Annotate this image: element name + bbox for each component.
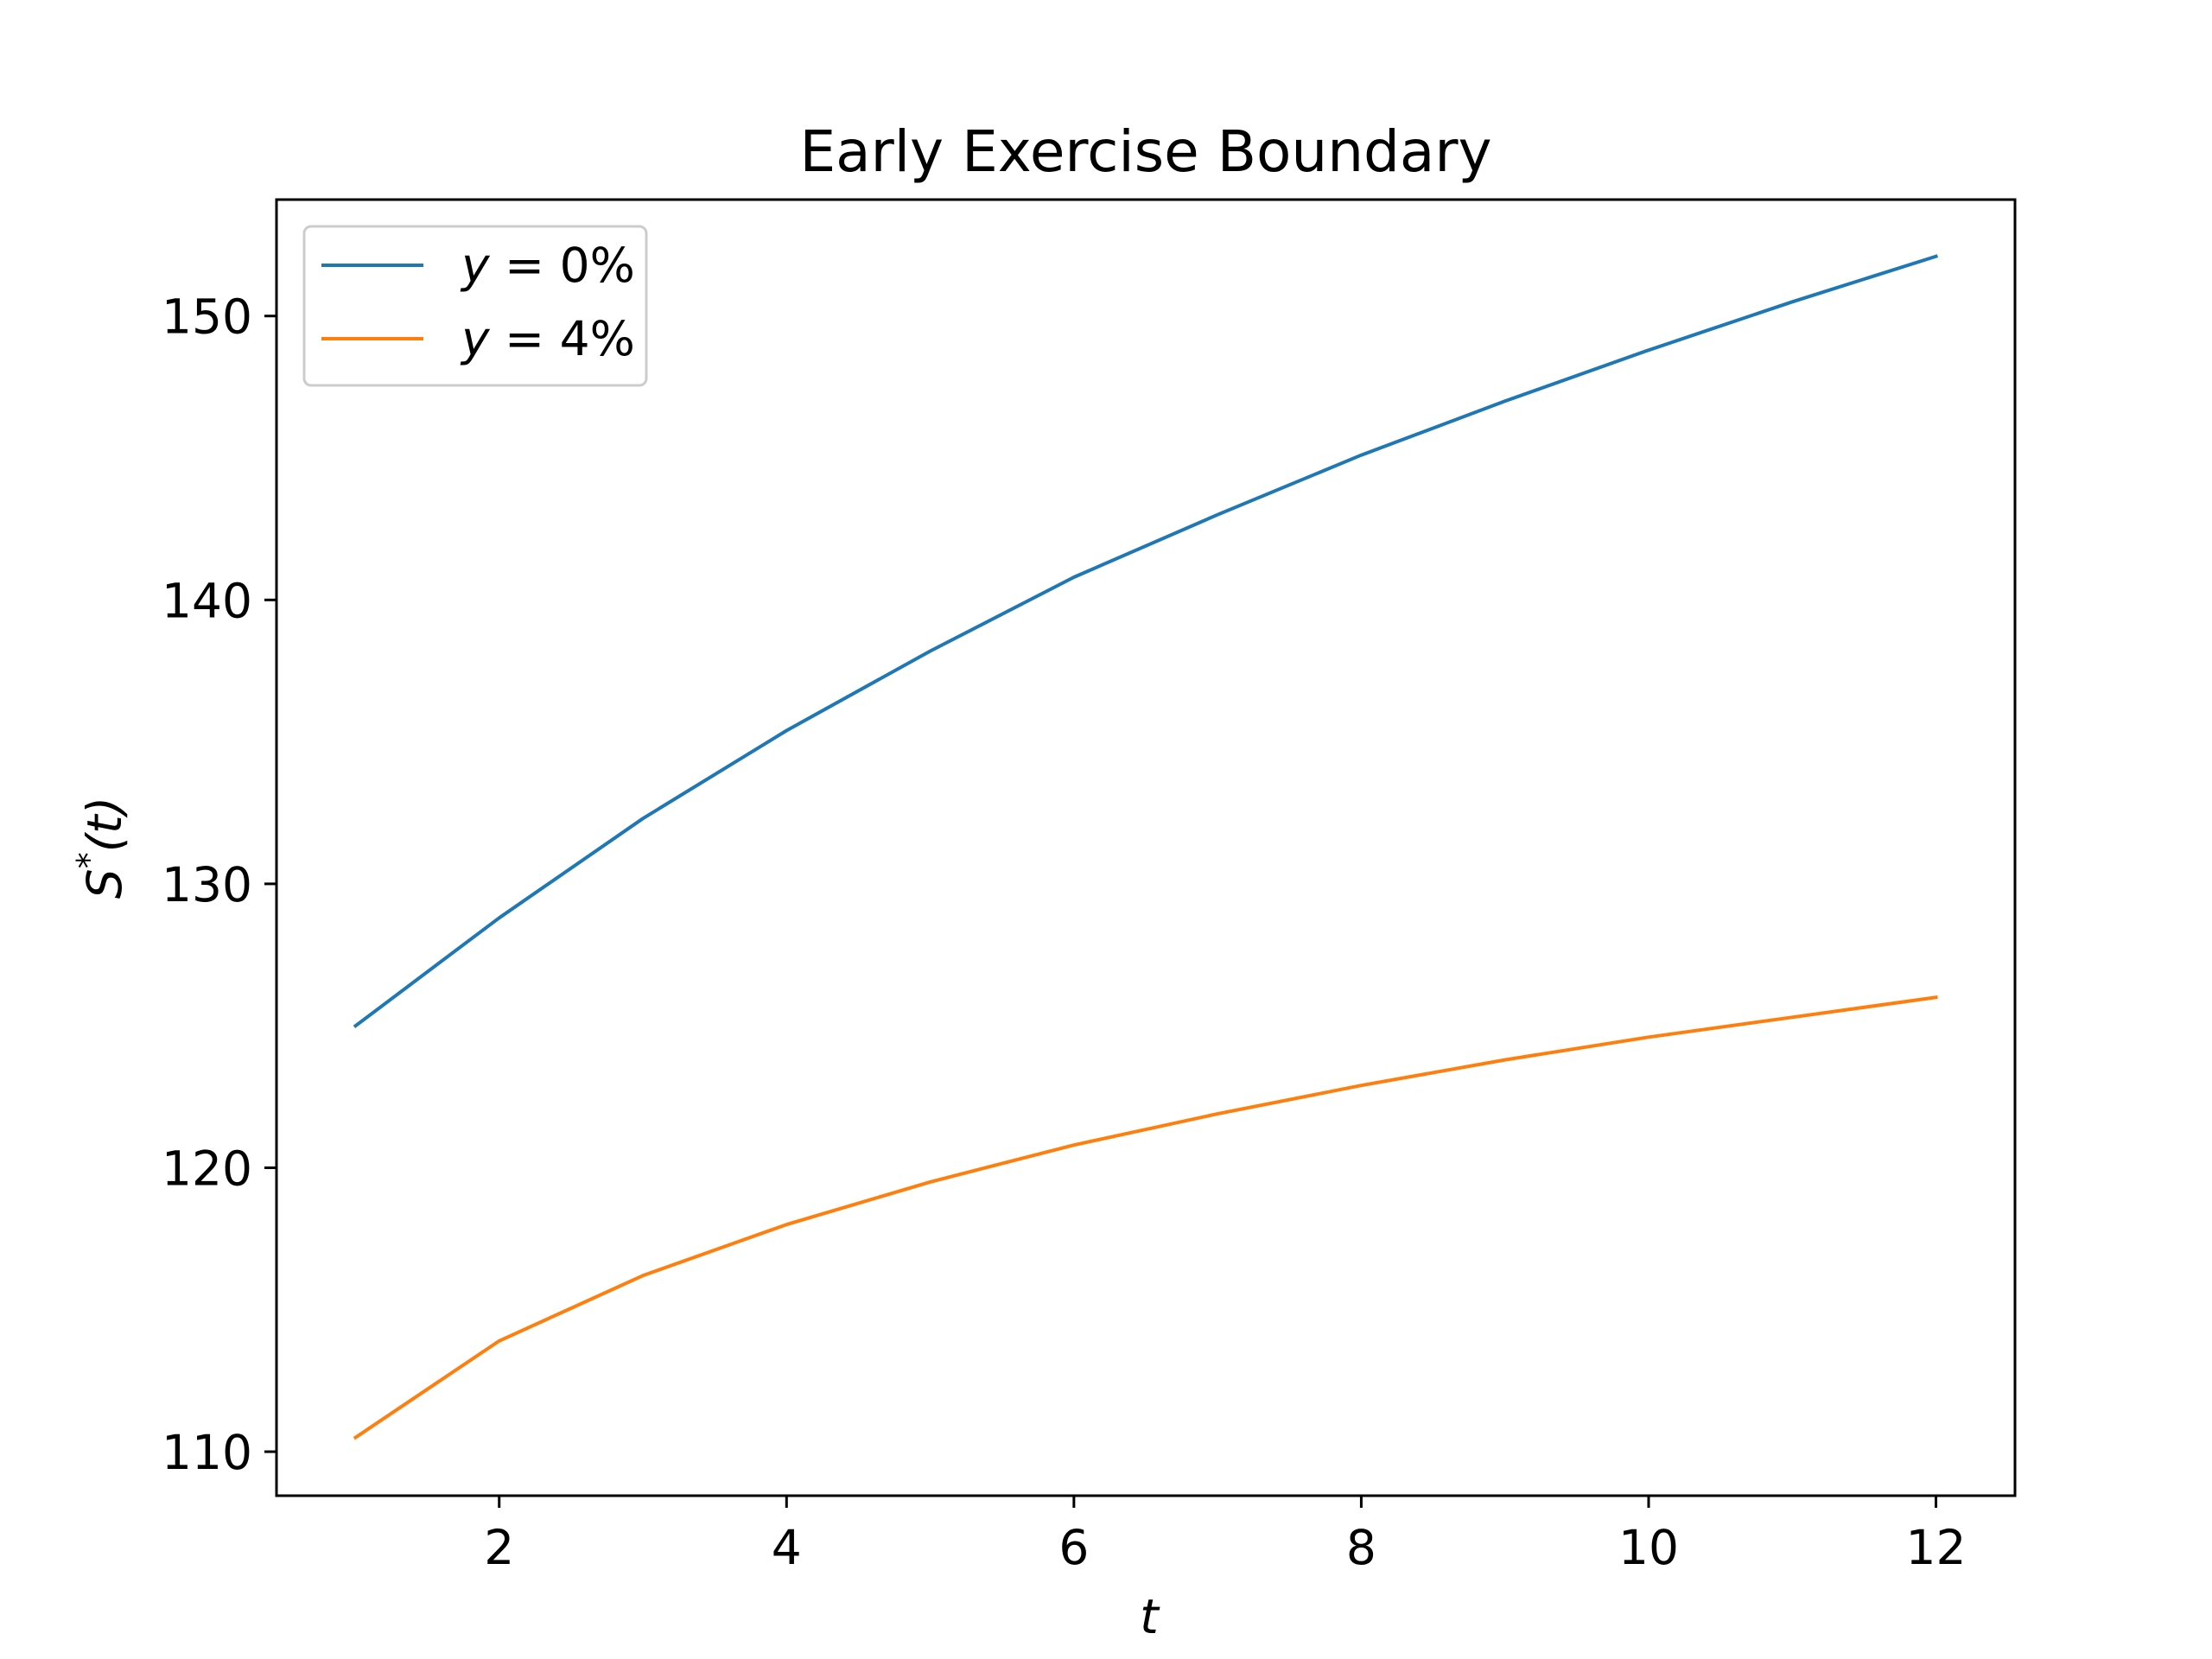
axes-frame — [275, 198, 2017, 1497]
y-axis-ticks: 110 120 130 140 150 — [162, 289, 276, 1480]
chart-title: Early Exercise Boundary — [799, 118, 1491, 185]
legend-label-0-eq: = 0% — [490, 238, 635, 293]
y-tick-label: 150 — [162, 289, 252, 345]
legend: y = 0% y = 4% — [302, 225, 648, 387]
legend-label-1-eq: = 4% — [490, 311, 635, 366]
x-tick-label: 4 — [772, 1520, 802, 1575]
x-tick-label: 6 — [1058, 1520, 1089, 1575]
y-tick-label: 140 — [162, 573, 252, 628]
plot-lines — [353, 254, 1939, 1440]
x-tick-label: 2 — [484, 1520, 514, 1575]
y-axis-label-tail: (t) — [77, 797, 132, 852]
y-axis-label-main: S — [77, 868, 132, 899]
legend-label-1: y = 4% — [460, 311, 635, 366]
x-tick-label: 12 — [1906, 1520, 1967, 1575]
series-line-1 — [353, 995, 1938, 1440]
legend-label-0: y = 0% — [460, 238, 635, 293]
legend-label-0-var: y — [460, 238, 491, 293]
y-tick-label: 120 — [162, 1141, 252, 1196]
x-axis-ticks: 2 4 6 8 10 12 — [484, 1496, 1967, 1575]
x-tick-label: 10 — [1618, 1520, 1679, 1575]
y-axis-label-superscript: * — [70, 852, 108, 868]
x-tick-label: 8 — [1346, 1520, 1376, 1575]
legend-label-1-var: y — [460, 311, 491, 366]
y-axis-label: S*(t) — [70, 797, 132, 899]
y-tick-label: 110 — [162, 1425, 252, 1480]
x-axis-label: t — [1140, 1589, 1160, 1644]
y-tick-label: 130 — [162, 857, 252, 912]
series-line-0 — [353, 254, 1939, 1029]
